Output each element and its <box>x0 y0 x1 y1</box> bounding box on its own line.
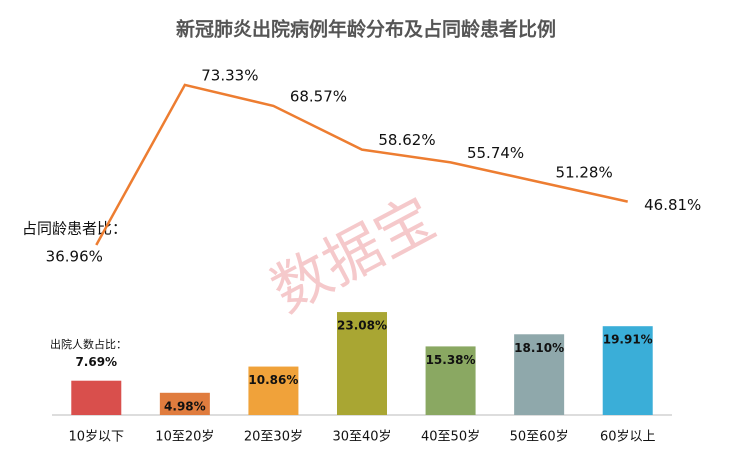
x-tick-label: 20至30岁 <box>244 430 303 445</box>
line-value-label: 36.96% <box>46 247 103 265</box>
bar-series-label: 出院人数占比： <box>50 337 127 351</box>
line <box>95 83 628 246</box>
bar <box>71 380 122 415</box>
bar <box>337 312 387 415</box>
bar <box>248 366 299 415</box>
x-tick-label: 50至60岁 <box>510 430 569 445</box>
bar <box>514 334 565 415</box>
line-value-label: 51.28% <box>556 163 613 181</box>
bar-value-label: 18.10% <box>514 341 564 355</box>
x-tick-label: 60岁以上 <box>600 430 656 445</box>
line-value-label: 68.57% <box>290 87 347 105</box>
bar <box>602 326 653 415</box>
line-value-label: 73.33% <box>201 66 258 84</box>
chart-title: 新冠肺炎出院病例年龄分布及占同龄患者比例 <box>176 18 556 41</box>
line-value-label: 58.62% <box>378 131 435 149</box>
bar-value-label: 15.38% <box>426 353 476 367</box>
x-tick-label: 30至40岁 <box>332 430 391 445</box>
line-value-label: 55.74% <box>467 144 524 162</box>
bar-value-label: 7.69% <box>75 355 117 369</box>
bar-value-label: 10.86% <box>248 373 298 387</box>
bar <box>159 392 210 415</box>
bar <box>425 346 476 415</box>
x-tick-label: 40至50岁 <box>421 430 480 445</box>
x-tick-label: 10岁以下 <box>69 430 125 445</box>
bar-value-label: 4.98% <box>164 399 206 413</box>
x-tick-label: 10至20岁 <box>155 430 214 445</box>
line-series-label: 占同龄患者比： <box>22 220 127 238</box>
bar-value-label: 23.08% <box>337 319 387 333</box>
line-value-label: 46.81% <box>644 196 701 214</box>
bar-value-label: 19.91% <box>603 333 653 347</box>
